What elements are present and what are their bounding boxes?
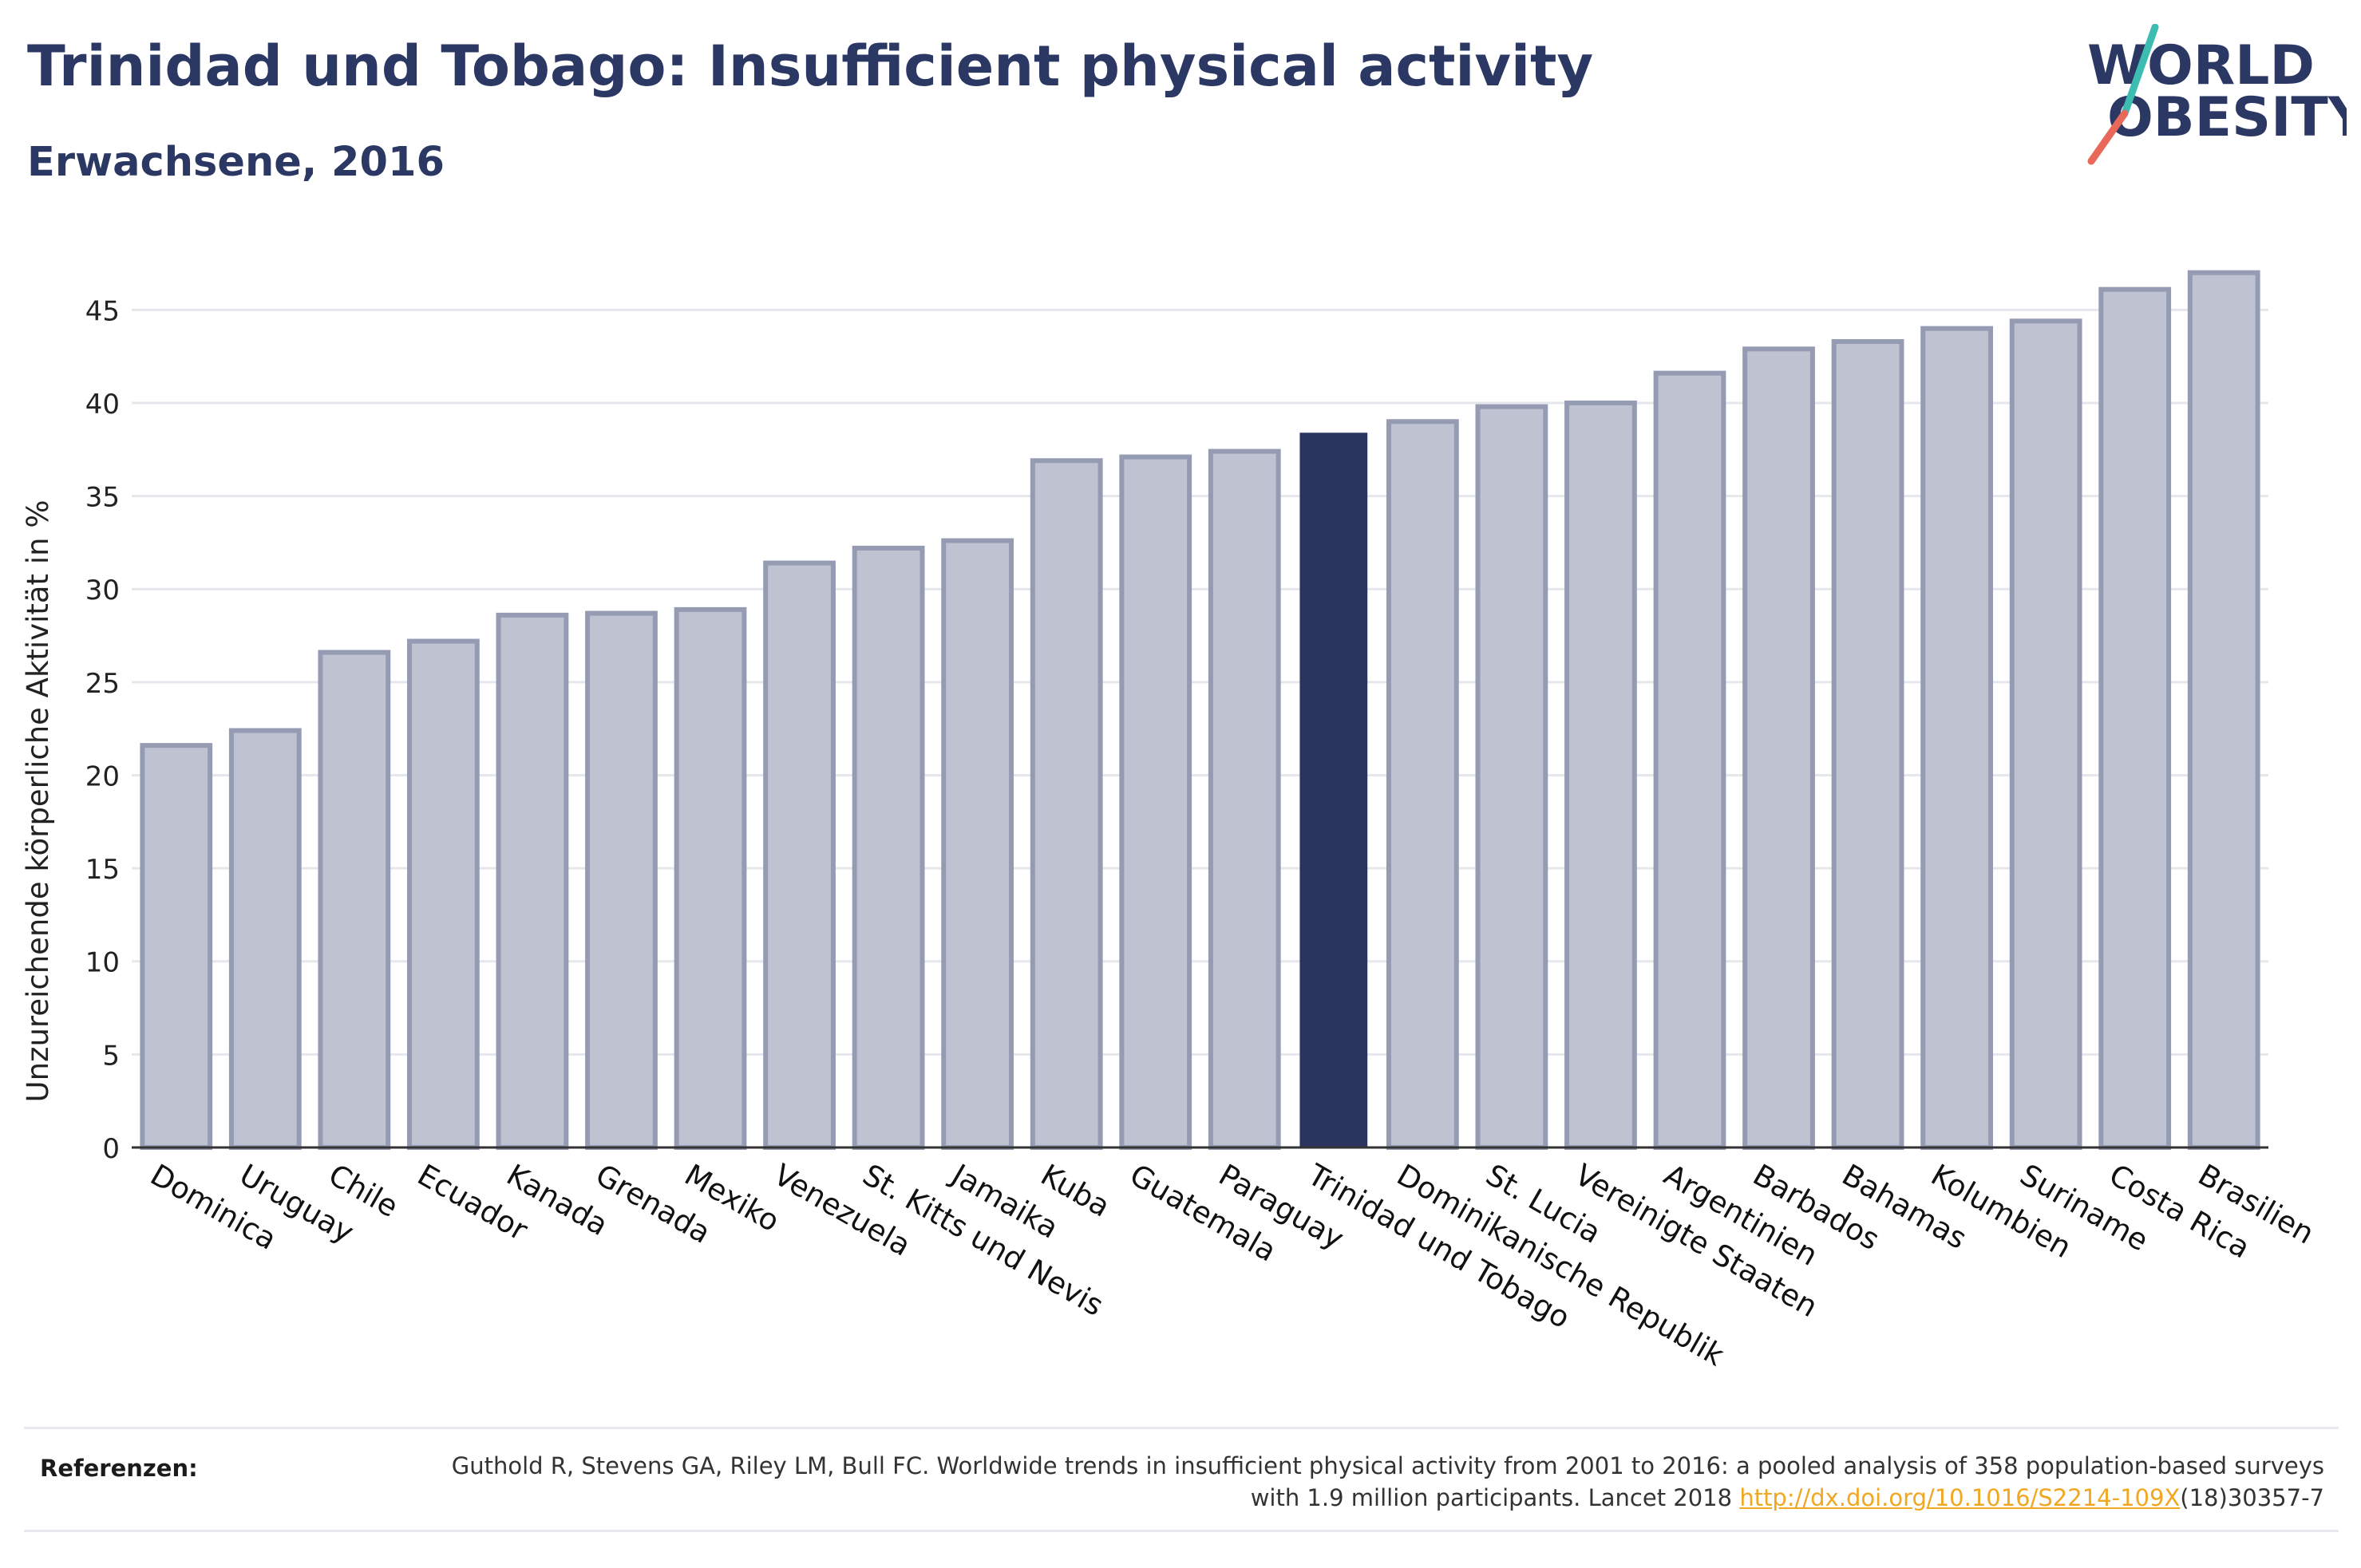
- bars: [140, 270, 2260, 1151]
- references-citation-end: (18)30357-7: [2180, 1484, 2324, 1511]
- y-tick-label: 20: [85, 760, 120, 792]
- bar: [228, 728, 302, 1150]
- bar: [1119, 454, 1192, 1150]
- bar: [852, 545, 925, 1150]
- bar: [496, 612, 569, 1150]
- bar: [407, 638, 480, 1150]
- bar: [2187, 270, 2260, 1150]
- bar: [318, 650, 391, 1150]
- y-tick-label: 15: [85, 854, 120, 886]
- y-tick-label: 10: [85, 947, 120, 979]
- bar: [2098, 286, 2172, 1150]
- logo-line1: WORLD: [2087, 34, 2315, 97]
- bar: [674, 606, 747, 1150]
- y-tick-label: 5: [102, 1040, 120, 1072]
- references-label: Referenzen:: [40, 1455, 198, 1482]
- bar: [1564, 400, 1637, 1150]
- bar-highlighted: [1299, 432, 1368, 1147]
- y-tick-label: 25: [85, 668, 120, 700]
- references-text: Guthold R, Stevens GA, Riley LM, Bull FC…: [425, 1450, 2324, 1514]
- bar: [941, 538, 1014, 1150]
- bar: [763, 560, 836, 1150]
- bar: [1386, 419, 1459, 1150]
- y-tick-label: 40: [85, 389, 120, 421]
- chart-subtitle: Erwachsene, 2016: [27, 139, 445, 186]
- bar: [1030, 458, 1103, 1150]
- bar: [1475, 404, 1548, 1151]
- logo-slash-red: [2087, 109, 2129, 165]
- chart-title: Trinidad und Tobago: Insufficient physic…: [27, 34, 1594, 99]
- references-doi-link[interactable]: http://dx.doi.org/10.1016/S2214-109X: [1739, 1484, 2181, 1511]
- bar: [585, 610, 658, 1150]
- y-tick-labels: 0 5 10 15 20 25 30 35 40 45: [85, 295, 120, 1165]
- grid-lines: [132, 308, 2268, 1056]
- world-obesity-logo: WORLD OBESITY: [2087, 24, 2347, 165]
- bar: [1920, 326, 1993, 1151]
- references-box: Referenzen: Guthold R, Stevens GA, Riley…: [24, 1427, 2339, 1532]
- bar: [1208, 448, 1281, 1150]
- logo-line2: OBESITY: [2107, 86, 2347, 149]
- bar: [1653, 370, 1726, 1151]
- bar: [1831, 338, 1904, 1150]
- y-tick-label: 30: [85, 575, 120, 606]
- bar: [2009, 318, 2082, 1151]
- y-tick-label: 35: [85, 482, 120, 514]
- logo-slash-teal: [2121, 24, 2159, 117]
- bar: [1742, 346, 1815, 1151]
- bar: [140, 743, 213, 1150]
- y-tick-label: 0: [102, 1133, 120, 1165]
- y-tick-label: 45: [85, 295, 120, 327]
- y-axis-label: Unzureichende körperliche Aktivität in %: [21, 500, 55, 1103]
- references-citation: Guthold R, Stevens GA, Riley LM, Bull FC…: [451, 1452, 2324, 1511]
